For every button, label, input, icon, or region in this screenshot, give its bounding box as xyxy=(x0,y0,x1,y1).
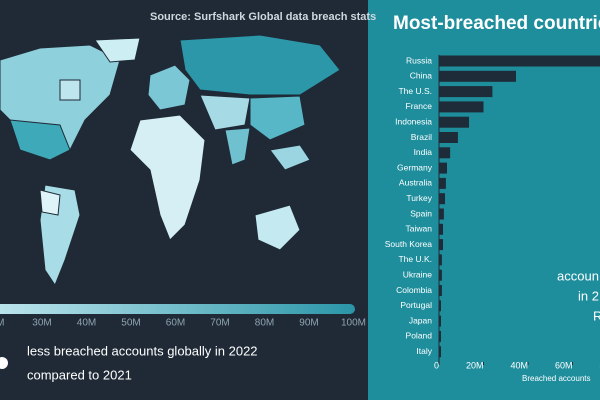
x-tick-label: 20M xyxy=(466,360,484,370)
bar xyxy=(439,70,516,82)
y-tick-label: Portugal xyxy=(400,300,432,310)
legend-tick-label: 60M xyxy=(166,318,185,329)
y-tick-label: The U.S. xyxy=(398,86,432,96)
y-tick-label: Italy xyxy=(416,346,432,356)
y-tick-label: Indonesia xyxy=(395,116,432,126)
y-tick-label: France xyxy=(406,101,433,111)
bar xyxy=(439,346,442,358)
x-tick-label: 40M xyxy=(510,360,528,370)
y-tick-label: Germany xyxy=(397,162,433,172)
overlay-text: in 2 xyxy=(578,288,599,303)
bar xyxy=(439,132,458,143)
legend-tick-label: 40M xyxy=(77,318,96,329)
bar xyxy=(439,300,442,312)
stat-line: compared to 2021 xyxy=(27,367,132,382)
bar xyxy=(439,223,444,235)
y-tick-label: Spain xyxy=(410,208,432,218)
legend-tick-label: 70M xyxy=(210,318,229,329)
bar xyxy=(439,285,442,296)
bar xyxy=(439,101,484,113)
y-tick-label: India xyxy=(414,147,433,157)
legend-tick-label: 50M xyxy=(121,318,140,329)
x-axis-label: Breached accounts xyxy=(522,374,591,383)
bar xyxy=(439,116,470,128)
legend-tick-label: 30M xyxy=(32,318,51,329)
y-tick-label: Taiwan xyxy=(406,224,433,234)
chart-title: Most-breached countrie xyxy=(393,13,600,34)
world-map xyxy=(0,34,341,287)
legend-tick-label: 90M xyxy=(299,318,318,329)
x-tick-label: 0 xyxy=(434,360,439,370)
x-tick-label: 60M xyxy=(555,360,573,370)
bar xyxy=(439,239,444,251)
stat-line: less breached accounts globally in 2022 xyxy=(27,343,258,358)
right-panel xyxy=(368,0,600,400)
y-tick-label: Turkey xyxy=(406,193,432,203)
legend-tick-label: 100M xyxy=(341,318,366,329)
y-tick-label: South Korea xyxy=(385,239,433,249)
bar xyxy=(439,330,442,342)
y-tick-label: Poland xyxy=(406,331,433,341)
y-tick-label: Ukraine xyxy=(403,269,433,279)
overlay-text: R xyxy=(593,308,600,323)
source-note: Source: Surfshark Global data breach sta… xyxy=(150,11,376,23)
y-tick-label: Russia xyxy=(406,55,432,65)
bar xyxy=(439,254,442,266)
y-tick-label: Brazil xyxy=(411,132,432,142)
legend-tick-label: 0M xyxy=(0,318,4,329)
bar xyxy=(439,162,448,174)
bar xyxy=(439,193,446,205)
y-tick-label: The U.K. xyxy=(398,254,432,264)
y-tick-label: China xyxy=(410,71,432,81)
stat-icon xyxy=(0,357,8,369)
bar xyxy=(439,177,446,189)
y-tick-label: Colombia xyxy=(396,285,432,295)
y-tick-label: Japan xyxy=(409,315,432,325)
legend-tick-label: 80M xyxy=(255,318,274,329)
bar xyxy=(439,55,600,67)
bar xyxy=(439,147,451,159)
color-scale-bar xyxy=(0,304,355,314)
bar xyxy=(439,86,493,98)
bar xyxy=(439,269,442,281)
bar xyxy=(439,315,442,327)
bar xyxy=(439,208,444,220)
y-tick-label: Australia xyxy=(399,178,432,188)
overlay-text: accoun xyxy=(557,268,599,283)
